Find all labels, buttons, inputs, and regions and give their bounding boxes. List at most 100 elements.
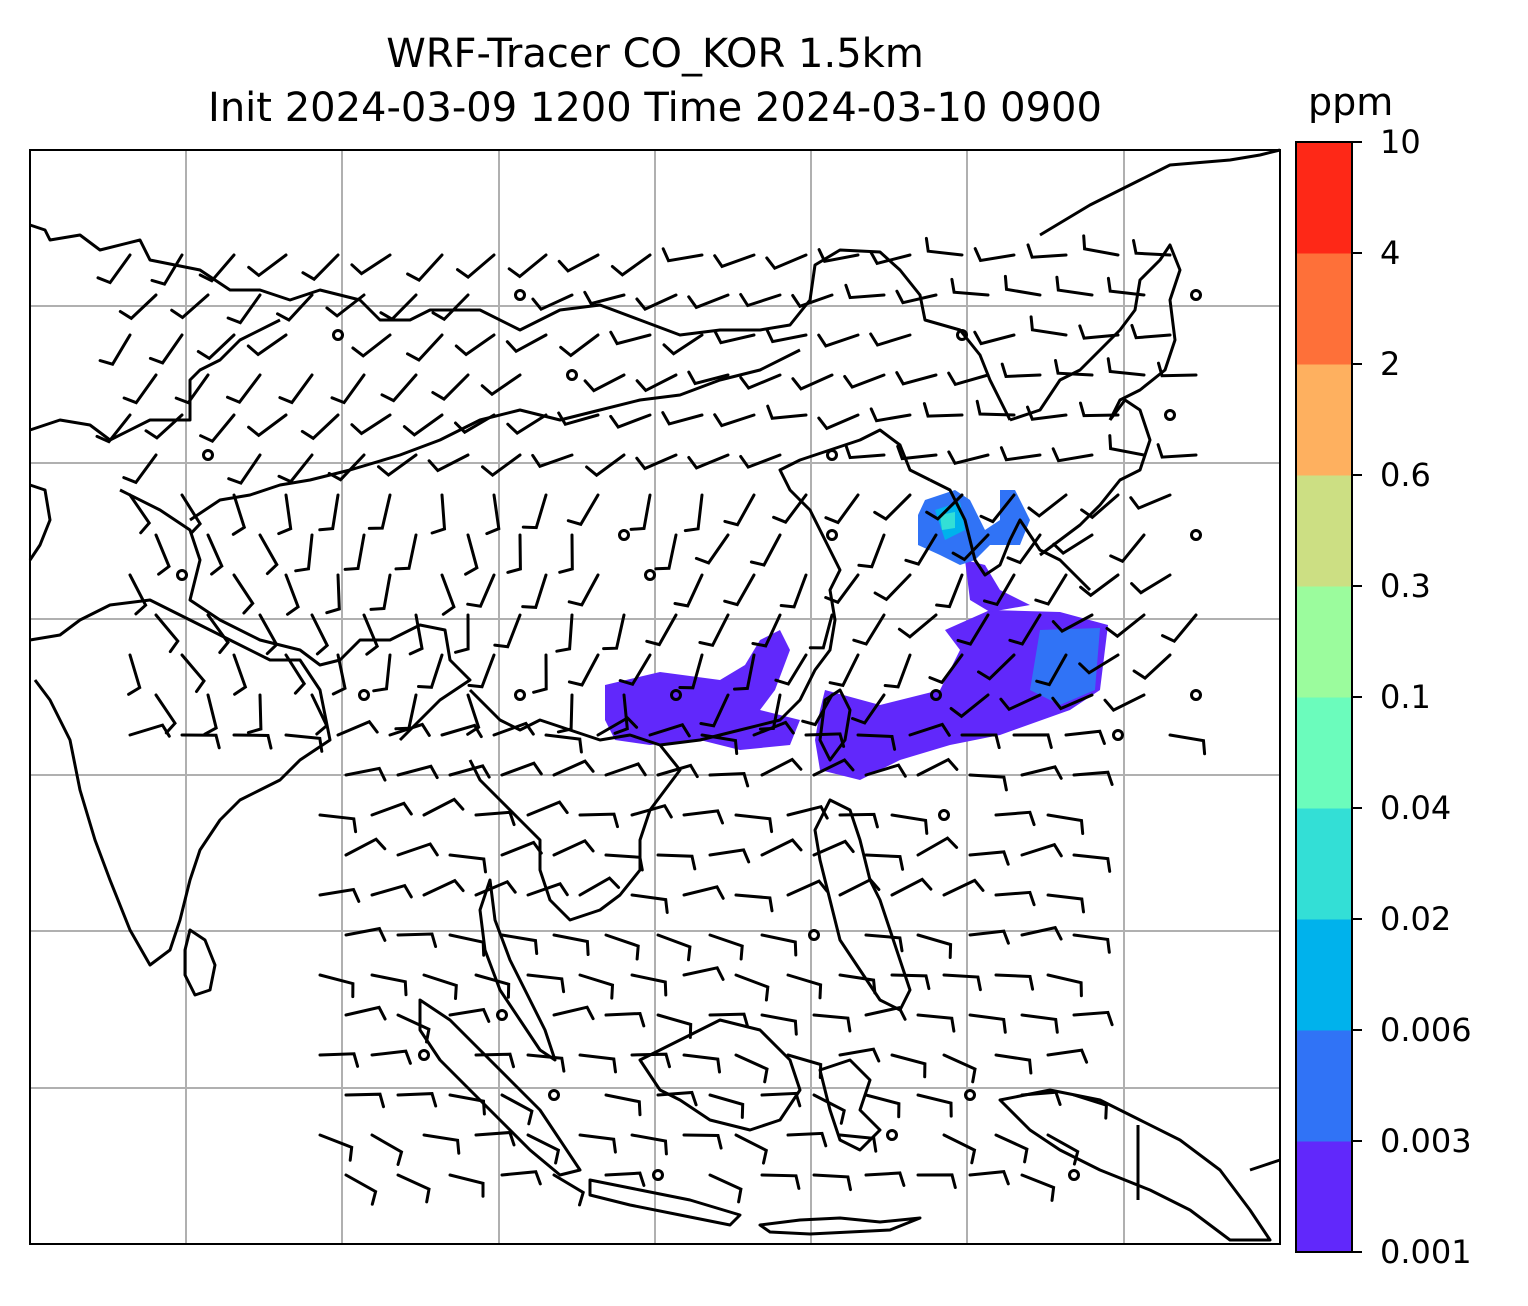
wind-barb — [838, 1047, 881, 1063]
wind-barb — [897, 613, 938, 639]
wind-barb — [739, 293, 782, 308]
wind-barb — [531, 293, 574, 312]
wind-barb — [1103, 693, 1146, 712]
wind-barb — [760, 757, 803, 777]
wind-barb — [150, 253, 184, 286]
wind-barb — [812, 1173, 852, 1192]
wind-barb — [1020, 925, 1063, 941]
wind-barb — [1052, 533, 1094, 555]
wind-barb — [578, 1053, 617, 1074]
wind-barb — [526, 881, 569, 897]
wind-barb — [904, 533, 938, 566]
wind-barb — [199, 413, 236, 444]
wind-barb — [379, 293, 418, 322]
wind-barb — [566, 493, 600, 527]
wind-barb — [318, 1052, 360, 1068]
wind-barb — [318, 973, 355, 999]
wind-barb — [247, 253, 288, 278]
wind-barb — [935, 573, 964, 609]
wind-barb — [196, 333, 236, 361]
wind-barb — [480, 373, 522, 397]
coastline-indochina — [468, 688, 682, 922]
wind-barb — [180, 653, 206, 693]
coastline-new-guinea — [998, 1088, 1272, 1242]
wind-barb — [895, 371, 938, 386]
wind-barb — [916, 933, 953, 959]
wind-barb — [1161, 613, 1198, 644]
wind-barb — [467, 653, 496, 689]
colorbar-segment — [1296, 586, 1352, 698]
wind-barb — [973, 247, 1016, 263]
calm-marker — [808, 929, 820, 941]
wind-barb — [396, 764, 439, 780]
wind-barb — [760, 1013, 798, 1036]
wind-barb — [1080, 493, 1120, 520]
wind-barb — [1046, 973, 1083, 998]
colorbar-tick-label: 0.02 — [1380, 900, 1452, 938]
wind-barb — [999, 693, 1042, 712]
wind-barb — [567, 573, 600, 607]
wind-barb — [983, 573, 1016, 607]
wind-barb — [343, 533, 366, 571]
wind-barb — [890, 1053, 927, 1079]
plume-east-china-sea-core — [1030, 628, 1100, 705]
wind-barb — [656, 933, 692, 962]
wind-barb — [325, 293, 366, 318]
wind-barb — [1132, 653, 1172, 680]
wind-barb — [246, 693, 263, 735]
wind-barb — [1072, 933, 1111, 954]
wind-barb — [1054, 359, 1094, 377]
colorbar-segment — [1296, 1030, 1352, 1142]
wind-barb — [396, 842, 439, 857]
wind-barb — [310, 693, 329, 736]
wind-barb — [481, 453, 522, 477]
wind-barb — [1029, 315, 1068, 337]
wind-barb — [370, 801, 413, 817]
wind-barb — [760, 1091, 802, 1108]
wind-barb — [1020, 1173, 1056, 1202]
wind-barb — [148, 333, 184, 365]
wind-barb — [344, 926, 387, 942]
calm-marker — [418, 1049, 430, 1061]
wind-barb — [947, 450, 990, 466]
wind-barb — [864, 763, 907, 778]
wind-barb — [687, 293, 730, 310]
wind-barb — [351, 333, 392, 358]
wind-barb — [454, 333, 496, 357]
wind-barb — [812, 758, 855, 777]
wind-barb — [968, 1013, 1007, 1034]
coastline-sulawesi — [818, 1058, 882, 1152]
coastline-sri-lanka — [183, 928, 217, 997]
wind-barb — [801, 693, 834, 727]
wind-barb — [786, 879, 829, 897]
wind-barb — [1046, 1133, 1080, 1166]
wind-barb — [1012, 733, 1053, 749]
wind-barb — [466, 693, 481, 736]
wind-barb — [526, 973, 566, 994]
wind-barb — [942, 878, 985, 897]
wind-barb — [817, 333, 860, 348]
wind-barb — [873, 573, 912, 602]
wind-barb — [979, 493, 1016, 524]
wind-barb — [1008, 613, 1042, 646]
wind-barb — [583, 290, 626, 306]
wind-barb — [864, 933, 904, 953]
wind-barb — [448, 1173, 485, 1198]
wind-barb — [430, 493, 447, 535]
calm-marker — [618, 529, 630, 541]
wind-barb — [618, 653, 652, 686]
wind-barb — [890, 973, 931, 991]
coastline-east-china — [659, 428, 931, 747]
wind-barb — [557, 411, 600, 427]
wind-barb — [406, 253, 444, 282]
wind-barb — [440, 723, 483, 739]
calm-marker — [496, 1009, 508, 1021]
wind-barb — [844, 283, 886, 300]
wind-barb — [118, 293, 158, 321]
wind-barb — [1026, 405, 1068, 421]
wind-barb — [994, 1053, 1033, 1075]
calm-marker — [670, 689, 682, 701]
wind-barb — [817, 413, 860, 431]
wind-barb — [377, 453, 418, 477]
wind-barb — [883, 653, 912, 689]
